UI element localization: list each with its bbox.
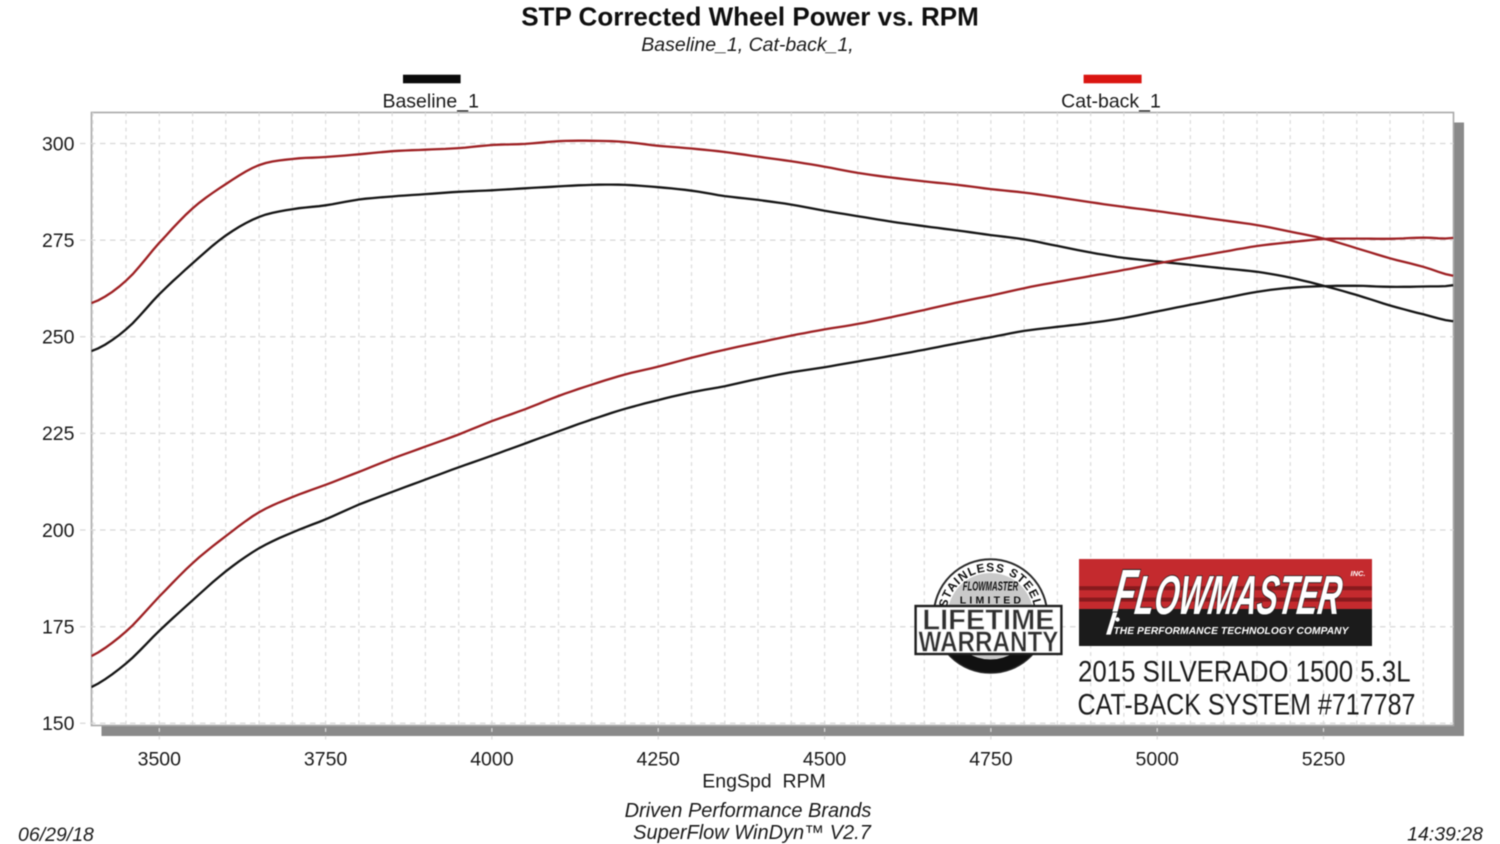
svg-text:4000: 4000 — [470, 749, 514, 771]
svg-text:5000: 5000 — [1136, 749, 1180, 771]
svg-text:200: 200 — [42, 520, 75, 542]
svg-text:Baseline_1, Cat-back_1,: Baseline_1, Cat-back_1, — [641, 34, 853, 56]
svg-text:Baseline_1: Baseline_1 — [382, 91, 479, 113]
svg-text:STP Corrected Wheel Power vs.: STP Corrected Wheel Power vs. RPM — [521, 2, 979, 32]
svg-text:LIMITED: LIMITED — [960, 595, 1024, 607]
svg-text:3500: 3500 — [138, 749, 182, 771]
svg-text:Cat-back_1: Cat-back_1 — [1061, 91, 1161, 113]
svg-text:175: 175 — [42, 617, 75, 639]
svg-text:4750: 4750 — [969, 749, 1013, 771]
svg-text:FLOWMASTER: FLOWMASTER — [1109, 557, 1347, 629]
svg-text:300: 300 — [42, 133, 75, 155]
svg-text:2015 SILVERADO 1500 5.3L: 2015 SILVERADO 1500 5.3L — [1078, 655, 1411, 688]
svg-text:SuperFlow WinDyn™ V2.7: SuperFlow WinDyn™ V2.7 — [633, 822, 872, 844]
svg-text:Driven Performance Brands: Driven Performance Brands — [625, 800, 872, 822]
svg-text:14:39:28: 14:39:28 — [1407, 824, 1483, 844]
svg-text:THE PERFORMANCE TECHNOLOGY COM: THE PERFORMANCE TECHNOLOGY COMPANY — [1113, 626, 1349, 637]
svg-text:WARRANTY: WARRANTY — [919, 626, 1059, 658]
svg-text:275: 275 — [42, 230, 75, 252]
svg-text:250: 250 — [42, 327, 75, 349]
svg-text:FLOWMASTER: FLOWMASTER — [963, 581, 1019, 594]
svg-text:4250: 4250 — [637, 749, 681, 771]
svg-text:06/29/18: 06/29/18 — [18, 824, 94, 844]
svg-text:INC.: INC. — [1351, 569, 1366, 578]
svg-text:3750: 3750 — [304, 749, 348, 771]
svg-text:225: 225 — [42, 423, 75, 445]
svg-text:CAT-BACK SYSTEM #717787: CAT-BACK SYSTEM #717787 — [1078, 687, 1416, 721]
svg-text:150: 150 — [42, 713, 75, 735]
svg-text:4500: 4500 — [803, 749, 847, 771]
svg-text:LIFETIME: LIFETIME — [922, 605, 1054, 637]
svg-text:5250: 5250 — [1302, 749, 1346, 771]
svg-text:EngSpd RPM: EngSpd RPM — [702, 771, 826, 793]
